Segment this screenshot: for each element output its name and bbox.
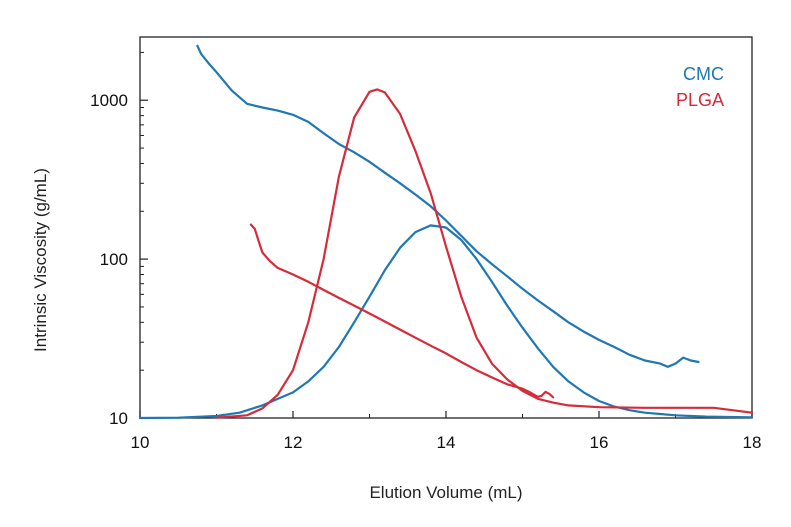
series-line-plga-viscosity [249,223,555,399]
x-tick-label: 10 [131,433,150,452]
y-axis-title: Intrinsic Viscosity (g/mL) [31,168,50,352]
y-tick-label: 10 [109,409,128,428]
x-tick-label: 12 [284,433,303,452]
x-axis: 10 12 14 16 18 [131,411,762,452]
legend-entry-cmc: CMC [683,64,724,84]
series-lines [138,44,754,420]
series-line-cmc-refractive-index-peak [138,224,754,420]
series-line-cmc-viscosity [196,44,700,368]
series-line-plga-refractive-index-peak [215,88,754,419]
y-axis: 10 100 1000 [90,51,148,428]
y-tick-label: 100 [100,250,128,269]
y-tick-label: 1000 [90,91,128,110]
x-tick-label: 16 [590,433,609,452]
legend-entry-plga: PLGA [676,90,724,110]
x-tick-label: 18 [743,433,762,452]
x-axis-title: Elution Volume (mL) [369,483,522,502]
x-tick-label: 14 [437,433,456,452]
